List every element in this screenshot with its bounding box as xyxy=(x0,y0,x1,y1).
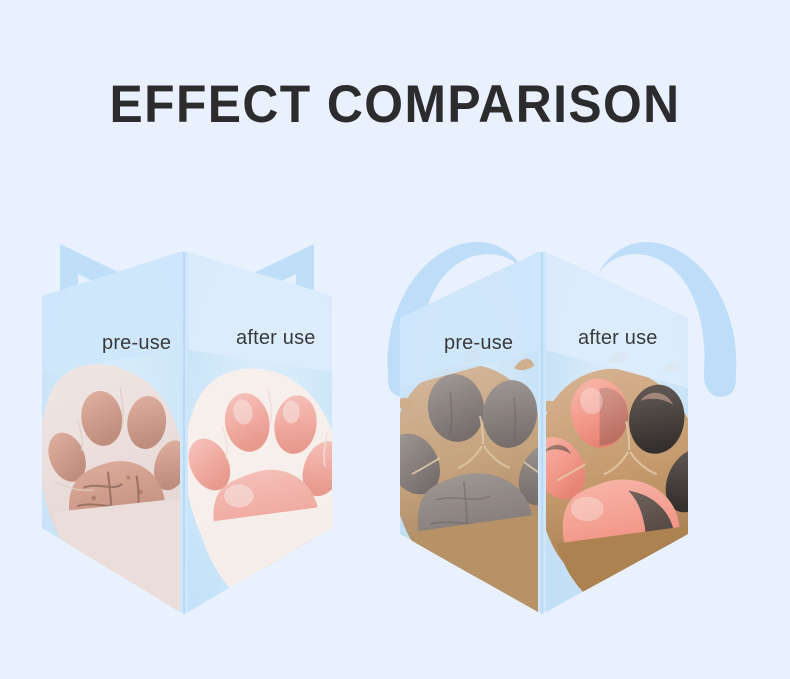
page-title: EFFECT COMPARISON xyxy=(109,75,681,134)
cat-label-after-use: after use xyxy=(236,327,316,349)
comparison-card-cat: pre-use after use xyxy=(42,222,402,642)
dog-card-graphic xyxy=(387,241,737,614)
comparison-row: pre-use after use xyxy=(0,222,790,642)
cat-card-graphic xyxy=(42,244,332,614)
dog-ear-left-icon xyxy=(387,241,536,397)
dog-ear-right-icon xyxy=(588,241,737,397)
cat-label-pre-use: pre-use xyxy=(102,332,172,354)
dog-label-after-use: after use xyxy=(578,327,658,349)
dog-label-pre-use: pre-use xyxy=(444,332,514,354)
comparison-card-dog: pre-use after use xyxy=(382,222,742,642)
